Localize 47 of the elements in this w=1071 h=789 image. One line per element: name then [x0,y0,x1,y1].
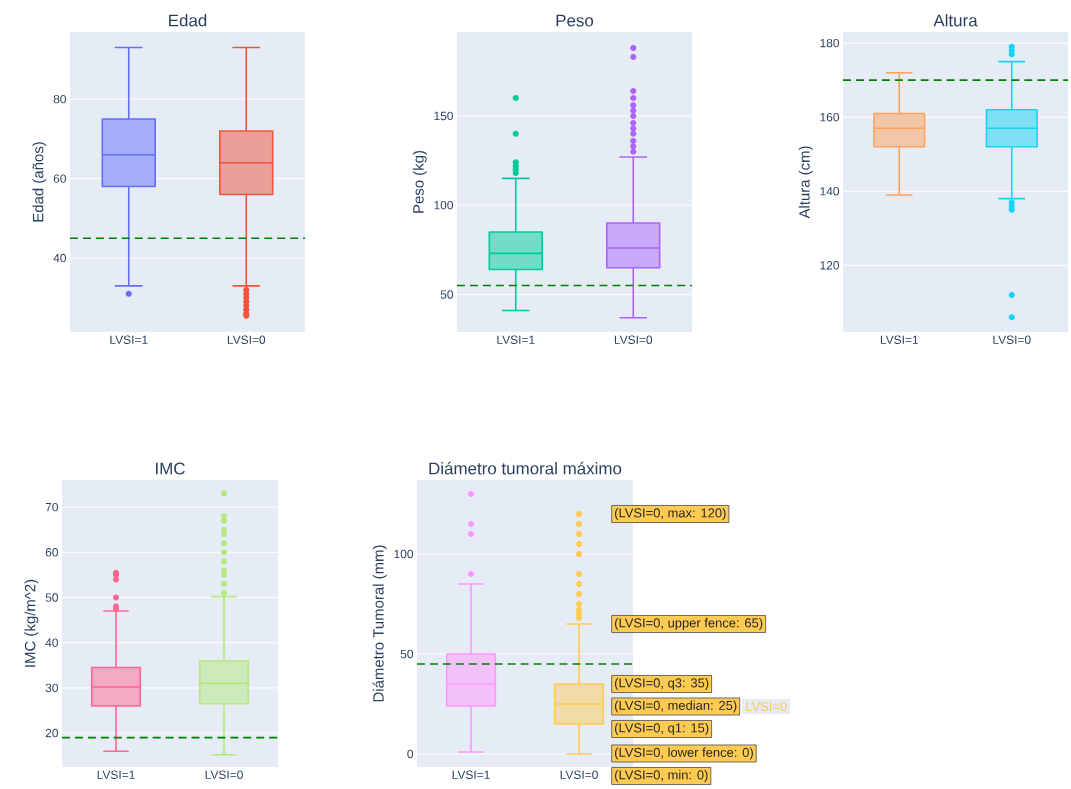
x-tick-label: LVSI=0 [614,335,653,344]
x-tick-label: LVSI=0 [560,770,598,779]
y-tick-label: 70 [45,502,59,512]
y-axis-title: Diámetro Tumoral (mm) [372,545,387,702]
x-tick-label: LVSI=1 [97,770,135,779]
y-tick-label: 40 [45,638,59,647]
text: LVSI=0 [746,701,787,712]
chart-title: Edad [169,14,207,27]
y-tick-label: 20 [45,728,59,738]
y-tick-label: 120 [820,261,840,270]
y-tick-label: 50 [400,649,414,659]
x-tick-label: LVSI=1 [880,335,919,344]
x-tick-label: LVSI=0 [993,335,1031,344]
y-axis-title: IMC (kg/m^2) [24,579,39,667]
y-tick-label: 140 [820,187,840,196]
y-tick-label: 80 [53,94,67,104]
y-tick-label: 160 [820,112,840,122]
y-tick-label: 60 [53,174,67,183]
y-tick-label: 60 [45,548,59,557]
y-tick-label: 30 [45,683,59,693]
annotation: (LVSI=0, upper fence: 65) [614,617,763,631]
chart-title: Altura [933,14,978,27]
y-tick-label: 50 [45,593,59,602]
chart-title: Peso [556,14,594,27]
x-tick-label: LVSI=0 [227,335,266,344]
annotation: (LVSI=0, q3: 35) [614,677,709,691]
x-tick-label: LVSI=1 [110,335,148,344]
annotation: (LVSI=0, median: 25) [614,700,737,713]
annotation: (LVSI=0, max: 120) [614,507,726,521]
y-tick-label: 100 [434,200,454,210]
y-axis-title: Altura (cm) [798,146,813,219]
annotation: (LVSI=0, lower fence: 0) [614,747,753,760]
x-tick-label: LVSI=0 [205,770,243,779]
y-tick-label: 0 [407,749,414,759]
y-axis-title: Peso (kg) [412,150,427,213]
y-tick-label: 40 [53,253,67,263]
chart-title: Diámetro tumoral máximo [429,461,622,475]
chart-title: IMC [156,462,185,475]
y-tick-label: 50 [440,290,454,299]
x-tick-label: LVSI=1 [452,770,490,779]
y-axis-title: Edad (años) [32,142,47,222]
y-tick-label: 180 [820,38,840,48]
annotation: (LVSI=0, q1: 15) [614,722,709,736]
y-tick-label: 100 [394,549,414,559]
text: (LVSI=0, min: 0) [614,769,708,783]
x-tick-label: LVSI=1 [497,335,535,344]
y-tick-label: 150 [434,111,454,121]
